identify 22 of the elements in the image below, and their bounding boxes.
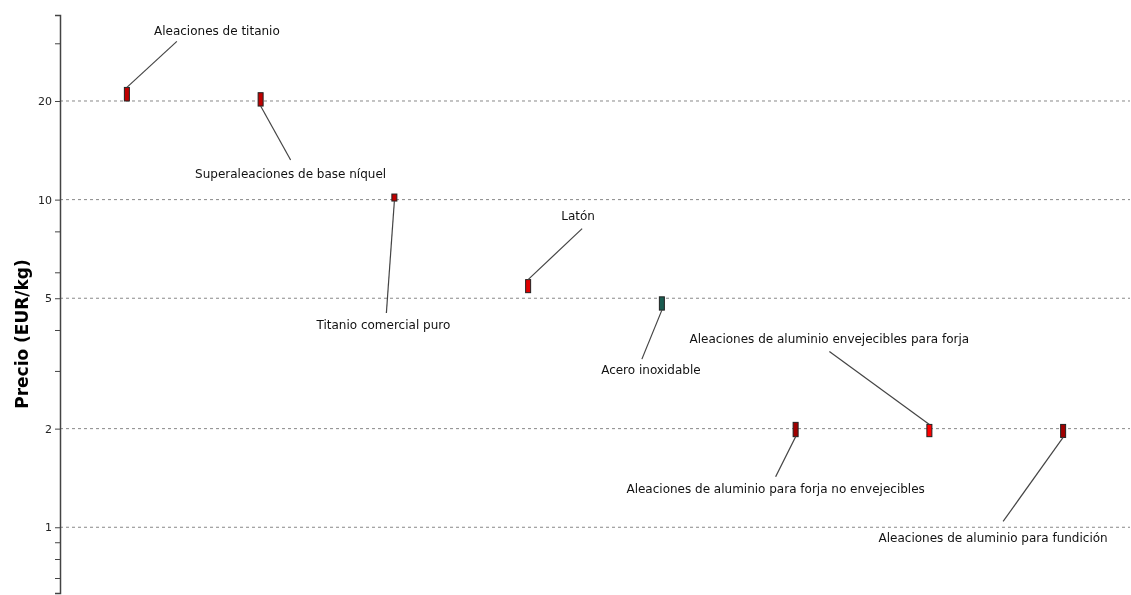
- bar: [257, 92, 264, 107]
- bar: [525, 279, 532, 294]
- y-axis-title: Precio (EUR/kg): [12, 259, 32, 409]
- annotation: Aleaciones de aluminio para forja no envejecibles: [626, 481, 925, 496]
- y-tick-label: 10: [38, 193, 52, 207]
- bar: [123, 86, 130, 102]
- annotation: Titanio comercial puro: [315, 318, 451, 333]
- y-tick-label: 1: [45, 521, 52, 535]
- annotation: Acero inoxidable: [601, 363, 701, 378]
- y-tick-label: 20: [38, 95, 52, 109]
- bar: [1060, 423, 1067, 438]
- bar: [926, 423, 933, 438]
- annotation: Aleaciones de aluminio para fundición: [878, 530, 1108, 545]
- annotation: Aleaciones de aluminio envejecibles para forja: [689, 331, 970, 346]
- bar: [658, 296, 665, 311]
- bar: [792, 421, 799, 438]
- y-tick-label: 5: [45, 292, 52, 306]
- bar: [391, 193, 398, 202]
- annotation: Aleaciones de titanio: [153, 23, 280, 38]
- annotation: Superaleaciones de base níquel: [195, 167, 387, 182]
- y-tick-label: 2: [45, 422, 52, 436]
- annotation: Latón: [561, 208, 595, 223]
